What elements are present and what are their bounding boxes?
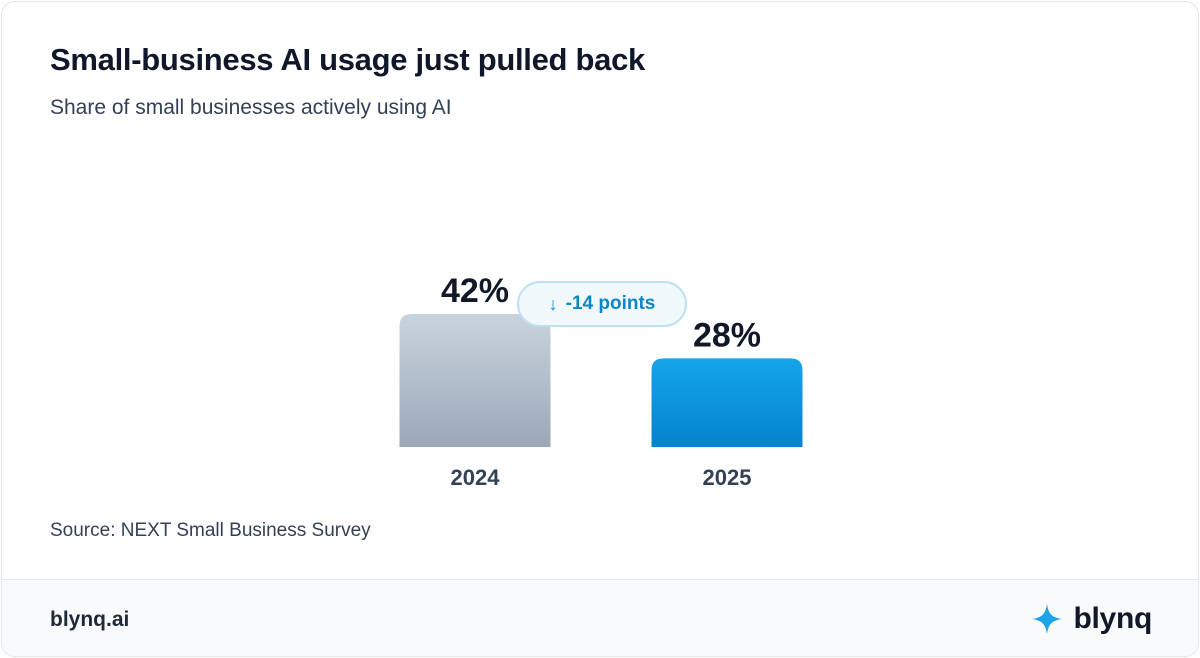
bar-chart: 42% 2024 28% 2025	[399, 272, 803, 490]
chart-title: Small-business AI usage just pulled back	[50, 42, 645, 77]
bar-value-label: 28%	[693, 316, 761, 354]
bar-value-label: 42%	[441, 272, 509, 310]
sparkle-icon	[1031, 604, 1062, 634]
chart-subtitle: Share of small businesses actively using…	[50, 96, 452, 119]
category-label: 2025	[703, 465, 752, 490]
bar-2025	[651, 358, 803, 447]
category-label: 2024	[451, 465, 501, 490]
change-badge-label: -14 points	[565, 293, 656, 314]
footer: blynq.ai blynq	[2, 579, 1198, 656]
brand-logo: blynq	[1031, 602, 1153, 636]
bar-2024	[399, 314, 551, 447]
change-badge: ↓ -14 points	[517, 281, 687, 327]
footer-site-link[interactable]: blynq.ai	[50, 608, 130, 631]
brand-name: blynq	[1073, 602, 1153, 635]
source-note: Source: NEXT Small Business Survey	[50, 520, 371, 541]
arrow-down-icon: ↓	[548, 293, 558, 314]
